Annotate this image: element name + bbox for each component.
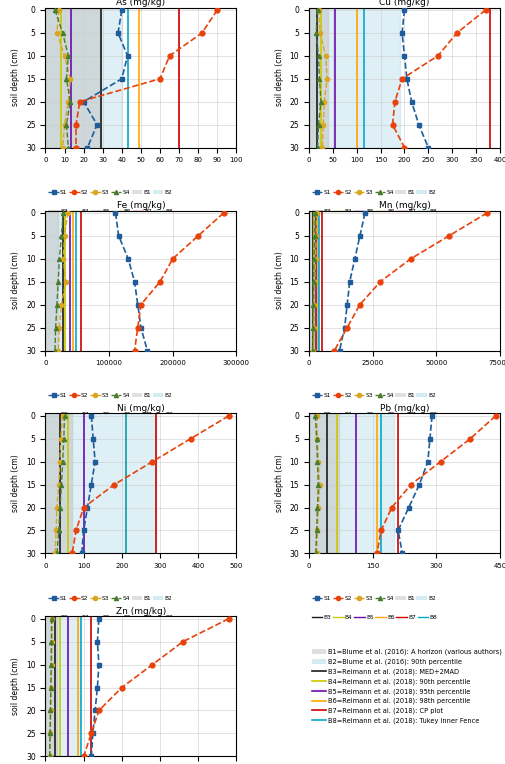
Bar <box>45 617 57 756</box>
Bar <box>309 413 339 553</box>
Y-axis label: soil depth (cm): soil depth (cm) <box>12 251 20 309</box>
Title: As (mg/kg): As (mg/kg) <box>116 0 166 7</box>
Title: Mn (mg/kg): Mn (mg/kg) <box>379 201 430 210</box>
Legend: B3, B4, B5, B6, B7, B8: B3, B4, B5, B6, B7, B8 <box>312 615 437 620</box>
Title: Pb (mg/kg): Pb (mg/kg) <box>380 403 429 413</box>
Legend: B3, B4, B5, B6, B7, B8: B3, B4, B5, B6, B7, B8 <box>312 413 437 417</box>
Title: Fe (mg/kg): Fe (mg/kg) <box>117 201 165 210</box>
Title: Zn (mg/kg): Zn (mg/kg) <box>116 607 166 616</box>
Bar <box>45 211 65 351</box>
Bar <box>309 413 394 553</box>
Bar <box>309 211 318 351</box>
Y-axis label: soil depth (cm): soil depth (cm) <box>12 49 20 106</box>
Bar <box>45 413 156 553</box>
Legend: B1=Blume et al. (2016): A horizon (various authors), B2=Blume et al. (2016): 90t: B1=Blume et al. (2016): A horizon (vario… <box>312 649 502 724</box>
Title: Cu (mg/kg): Cu (mg/kg) <box>379 0 430 7</box>
Bar <box>309 211 314 351</box>
Bar <box>309 8 328 147</box>
Legend: B3, B4, B5, B6, B7, B8: B3, B4, B5, B6, B7, B8 <box>48 413 174 417</box>
Y-axis label: soil depth (cm): soil depth (cm) <box>275 251 284 309</box>
Title: Ni (mg/kg): Ni (mg/kg) <box>117 403 165 413</box>
Y-axis label: soil depth (cm): soil depth (cm) <box>275 455 284 513</box>
Bar <box>45 8 101 147</box>
Legend: B3, B4, B5, B6, B7, B8: B3, B4, B5, B6, B7, B8 <box>312 209 437 215</box>
Y-axis label: soil depth (cm): soil depth (cm) <box>275 49 284 106</box>
Y-axis label: soil depth (cm): soil depth (cm) <box>12 658 20 715</box>
Bar <box>309 8 399 147</box>
Legend: B3, B4, B5, B6, B7, B8: B3, B4, B5, B6, B7, B8 <box>48 615 174 620</box>
Bar <box>45 413 72 553</box>
Bar <box>45 8 122 147</box>
Bar <box>45 211 58 351</box>
Y-axis label: soil depth (cm): soil depth (cm) <box>12 455 20 513</box>
Bar <box>45 617 80 756</box>
Legend: B3, B4, B5, B6, B7, B8: B3, B4, B5, B6, B7, B8 <box>48 209 174 215</box>
